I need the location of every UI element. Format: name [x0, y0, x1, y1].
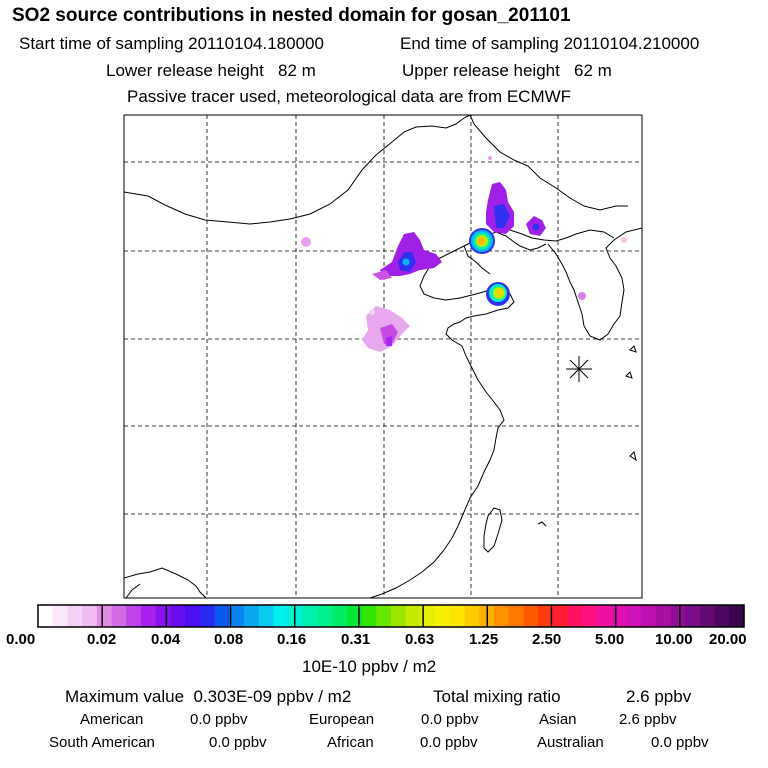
colorbar-cell	[685, 605, 701, 627]
hotspot-beijing-tianjin	[372, 232, 442, 280]
region-australian-value: 0.0 ppbv	[651, 734, 709, 751]
cb-label-10: 10.00	[655, 631, 693, 648]
cb-label-7: 1.25	[469, 631, 499, 648]
receptor-marker	[566, 356, 592, 382]
colorbar-cell	[185, 605, 201, 627]
colorbar-cell	[170, 605, 186, 627]
region-south-american-value: 0.0 ppbv	[209, 734, 267, 751]
colorbar-cell	[67, 605, 83, 627]
colorbar-cell	[82, 605, 98, 627]
colorbar-cell	[611, 605, 627, 627]
colorbar-cell	[96, 605, 113, 627]
colorbar-cell	[449, 605, 466, 627]
region-african-label: African	[327, 734, 374, 751]
cb-label-2: 0.04	[151, 631, 181, 648]
cb-label-1: 0.02	[87, 631, 117, 648]
chart-title: SO2 source contributions in nested domai…	[12, 5, 571, 26]
map-layer	[124, 115, 642, 598]
colorbar-cell	[273, 605, 289, 627]
colorbar-cell	[258, 605, 274, 627]
colorbar-cell	[229, 605, 245, 627]
colorbar-cell	[126, 605, 142, 627]
region-european-value: 0.0 ppbv	[421, 711, 479, 728]
region-australian-label: Australian	[537, 734, 604, 751]
colorbar-cell	[317, 605, 333, 627]
end-time-label: End time of sampling 20110104.210000	[400, 34, 700, 53]
colorbar-cell	[38, 605, 54, 627]
coastline	[124, 115, 642, 598]
hotspot-shenyang	[526, 216, 546, 236]
max-value-label: Maximum value 0.303E-09 ppbv / m2	[65, 687, 352, 706]
colorbar-cell	[641, 605, 657, 627]
colorbar-cell	[538, 605, 554, 627]
colorbar-cell	[464, 605, 480, 627]
tracer-note: Passive tracer used, meteorological data…	[127, 87, 572, 106]
grid-lines	[124, 115, 642, 598]
lower-release-label: Lower release height 82 m	[106, 61, 316, 80]
colorbar-cell	[699, 605, 716, 627]
colorbar-cell	[391, 605, 407, 627]
colorbar	[38, 605, 745, 627]
colorbar-cell	[376, 605, 392, 627]
colorbar-cell	[243, 605, 260, 627]
map-frame	[123, 114, 643, 599]
colorbar-cell	[670, 605, 686, 627]
colorbar-cell	[596, 605, 613, 627]
cb-label-5: 0.31	[341, 631, 371, 648]
colorbar-cell	[140, 605, 157, 627]
colorbar-cell	[626, 605, 642, 627]
hotspot-liaoning-north	[486, 156, 514, 234]
cb-label-3: 0.08	[214, 631, 244, 648]
colorbar-cell	[52, 605, 69, 627]
cb-label-6: 0.63	[405, 631, 435, 648]
colorbar-ticks	[101, 605, 681, 627]
start-time-label: Start time of sampling 20110104.180000	[19, 34, 324, 53]
cb-label-11: 20.00	[709, 631, 747, 648]
colorbar-cell	[729, 605, 745, 627]
colorbar-cell	[288, 605, 304, 627]
region-american-value: 0.0 ppbv	[190, 711, 248, 728]
colorbar-cell	[523, 605, 539, 627]
region-american-label: American	[80, 711, 144, 728]
colorbar-cell	[332, 605, 348, 627]
total-mixing-value: 2.6 ppbv	[626, 687, 692, 706]
colorbar-unit: 10E-10 ppbv / m2	[302, 657, 437, 676]
colorbar-cell	[302, 605, 319, 627]
hotspot-north-china-plain	[362, 306, 410, 352]
cb-label-0: 0.00	[6, 631, 36, 648]
colorbar-cell	[420, 605, 436, 627]
cb-label-9: 5.00	[595, 631, 625, 648]
colorbar-cell	[508, 605, 524, 627]
colorbar-frame	[37, 604, 745, 628]
colorbar-cell	[111, 605, 127, 627]
colorbar-cell	[435, 605, 451, 627]
colorbar-cell	[155, 605, 171, 627]
colorbar-cell	[567, 605, 583, 627]
region-african-value: 0.0 ppbv	[420, 734, 478, 751]
region-asian-value: 2.6 ppbv	[619, 711, 677, 728]
hotspot-liaodong-dalian	[469, 228, 495, 254]
region-asian-label: Asian	[539, 711, 577, 728]
colorbar-cell	[714, 605, 730, 627]
cb-label-4: 0.16	[277, 631, 307, 648]
colorbar-cell	[214, 605, 230, 627]
colorbar-cell	[582, 605, 598, 627]
total-mixing-label: Total mixing ratio	[433, 687, 561, 706]
region-european-label: European	[309, 711, 375, 728]
colorbar-cell	[199, 605, 216, 627]
region-south-american-label: South American	[49, 734, 155, 751]
colorbar-cell	[552, 605, 569, 627]
hotspot-shandong-peninsula	[486, 282, 510, 306]
colorbar-cell	[493, 605, 510, 627]
hotspot-korea	[578, 237, 627, 300]
colorbar-cell	[655, 605, 672, 627]
upper-release-label: Upper release height 62 m	[402, 61, 612, 80]
colorbar-cell	[346, 605, 363, 627]
hotspot-inner-mongolia	[301, 237, 311, 247]
cb-label-8: 2.50	[532, 631, 562, 648]
colorbar-cell	[361, 605, 377, 627]
colorbar-cell	[405, 605, 422, 627]
